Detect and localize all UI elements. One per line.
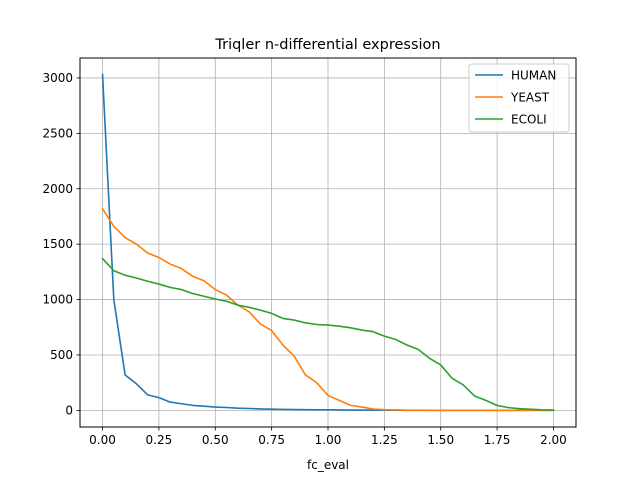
y-tick-label: 500: [50, 348, 73, 362]
x-tick-label: 1.50: [427, 433, 454, 447]
legend-label-ecoli: ECOLI: [511, 113, 547, 127]
x-tick-label: 1.00: [315, 433, 342, 447]
x-tick-label: 0.25: [146, 433, 173, 447]
series-line-ecoli: [101, 257, 555, 411]
x-tick-label: 2.00: [540, 433, 567, 447]
y-tick-label: 2000: [42, 182, 73, 196]
y-tick-label: 0: [65, 403, 73, 417]
y-tick-label: 1500: [42, 237, 73, 251]
series-line-yeast: [101, 207, 555, 412]
x-axis-ticks: 0.00 0.25 0.50 0.75 1.00 1.25 1.50 1.75 2.00: [89, 427, 567, 447]
series-lines: [101, 73, 555, 412]
x-tick-label: 0.50: [202, 433, 229, 447]
x-tick-label: 1.75: [484, 433, 511, 447]
y-tick-label: 3000: [42, 71, 73, 85]
y-axis-ticks: 0 500 1000 1500 2000 2500 3000: [42, 71, 80, 417]
legend-label-yeast: YEAST: [510, 91, 550, 105]
legend-items: HUMAN YEAST ECOLI: [475, 69, 556, 127]
legend-box: [468, 63, 570, 133]
x-tick-label: 1.25: [371, 433, 398, 447]
x-tick-label: 0.75: [258, 433, 285, 447]
y-tick-label: 2500: [42, 126, 73, 140]
legend-label-human: HUMAN: [511, 69, 556, 83]
x-tick-label: 0.00: [89, 433, 116, 447]
x-axis-label: fc_eval: [307, 458, 349, 472]
chart-title: Triqler n-differential expression: [214, 37, 440, 53]
legend: HUMAN YEAST ECOLI: [468, 63, 570, 133]
y-tick-label: 1000: [42, 293, 73, 307]
